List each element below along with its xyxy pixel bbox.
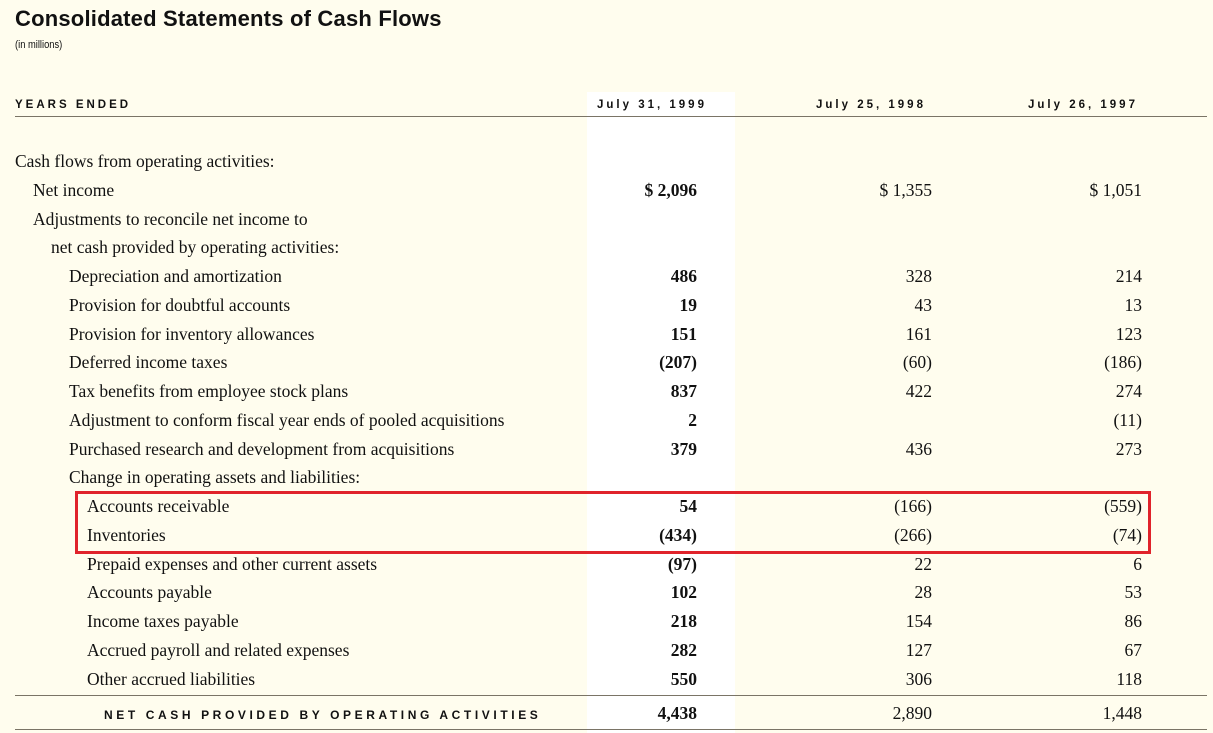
row-value-1998: 328 xyxy=(905,266,932,286)
column-header-1997: July 26, 1997 xyxy=(1028,99,1138,111)
row-value-1998: (266) xyxy=(894,524,932,545)
table-row: net cash provided by operating activitie… xyxy=(0,234,1213,262)
table-row: Net income $ 2,096 $ 1,355 $ 1,051 xyxy=(0,177,1213,205)
row-label: Income taxes payable xyxy=(87,611,239,631)
row-value-1997: 123 xyxy=(1115,323,1142,344)
row-value-1999: (97) xyxy=(667,553,697,574)
row-value-1997: 6 xyxy=(1133,553,1142,574)
row-value-1997: 274 xyxy=(1115,381,1142,401)
table-row: Accrued payroll and related expenses 282 1… xyxy=(0,637,1213,665)
table-row: Provision for doubtful accounts 19 43 13 xyxy=(0,292,1213,320)
row-value-1999: 19 xyxy=(679,294,698,315)
units-note: (in millions) xyxy=(15,39,63,51)
row-value-1999: 282 xyxy=(670,639,697,660)
total-label: NET CASH PROVIDED BY OPERATING ACTIVITIE… xyxy=(104,708,542,722)
row-value-1997: (186) xyxy=(1104,352,1142,373)
row-label: Purchased research and development from … xyxy=(69,438,455,459)
row-value-1998: (60) xyxy=(902,352,932,373)
row-label: Depreciation and amortization xyxy=(69,266,282,286)
row-value-1998: 28 xyxy=(914,582,933,603)
row-value-1999: 102 xyxy=(670,582,697,603)
row-label: net cash provided by operating activitie… xyxy=(51,237,340,258)
total-value-1998: 2,890 xyxy=(892,703,932,723)
row-value-1997: 214 xyxy=(1115,266,1142,286)
row-value-1997: (74) xyxy=(1112,524,1142,545)
row-value-1998: $ 1,355 xyxy=(879,179,933,200)
row-value-1999: 486 xyxy=(670,266,697,286)
row-value-1997: $ 1,051 xyxy=(1089,179,1143,200)
total-value-1999: 4,438 xyxy=(657,703,697,723)
table-row: Prepaid expenses and other current asset… xyxy=(0,551,1213,579)
table-row: Other accrued liabilities 550 306 118 xyxy=(0,666,1213,694)
table-row: Accounts receivable 54 (166) (559) xyxy=(0,493,1213,521)
row-value-1998: 22 xyxy=(914,553,933,574)
row-label: Adjustment to conform fiscal year ends o… xyxy=(69,409,505,430)
current-year-column-highlight xyxy=(587,92,735,733)
total-value-1997: 1,448 xyxy=(1102,703,1142,723)
column-header-1999: July 31, 1999 xyxy=(597,99,707,111)
row-label: Change in operating assets and liabiliti… xyxy=(69,467,361,488)
row-value-1999: 837 xyxy=(670,381,697,401)
row-label: Deferred income taxes xyxy=(69,352,228,373)
row-value-1998: 127 xyxy=(905,639,932,660)
row-value-1998: 436 xyxy=(905,438,932,459)
row-value-1999: 379 xyxy=(670,438,697,459)
table-row: Tax benefits from employee stock plans 83… xyxy=(0,378,1213,406)
row-value-1997: 86 xyxy=(1124,611,1143,631)
total-row: NET CASH PROVIDED BY OPERATING ACTIVITIE… xyxy=(0,700,1213,728)
row-value-1999: 550 xyxy=(670,668,697,689)
page-title: Consolidated Statements of Cash Flows xyxy=(15,6,442,31)
row-label: Other accrued liabilities xyxy=(87,668,256,689)
row-value-1998: 422 xyxy=(905,381,932,401)
table-row: Depreciation and amortization 486 328 214 xyxy=(0,263,1213,291)
row-value-1997: 67 xyxy=(1124,639,1143,660)
header-rule xyxy=(15,116,1207,117)
row-label: Accounts payable xyxy=(87,582,212,603)
row-label: Tax benefits from employee stock plans xyxy=(69,381,349,401)
row-value-1998: 154 xyxy=(905,611,932,631)
row-value-1999: 54 xyxy=(679,496,698,516)
row-value-1998: 43 xyxy=(914,294,933,315)
years-ended-header: YEARS ENDED xyxy=(15,99,132,111)
table-row: Purchased research and development from … xyxy=(0,436,1213,464)
row-value-1998: 306 xyxy=(905,668,932,689)
total-bottom-rule xyxy=(15,729,1207,730)
table-row: Adjustment to conform fiscal year ends o… xyxy=(0,407,1213,435)
table-row: Deferred income taxes (207) (60) (186) xyxy=(0,349,1213,377)
row-label: Adjustments to reconcile net income to xyxy=(33,208,308,229)
row-value-1997: 13 xyxy=(1124,294,1143,315)
row-label: Accrued payroll and related expenses xyxy=(87,639,350,660)
row-value-1997: 273 xyxy=(1115,438,1142,459)
highlight-box xyxy=(75,491,1151,554)
row-label: Provision for doubtful accounts xyxy=(69,294,291,315)
table-row: Income taxes payable 218 154 86 xyxy=(0,608,1213,636)
row-label: Prepaid expenses and other current asset… xyxy=(87,553,378,574)
row-label: Inventories xyxy=(87,524,166,545)
table-row: Cash flows from operating activities: xyxy=(0,148,1213,176)
row-value-1997: 118 xyxy=(1116,668,1142,689)
row-value-1998: (166) xyxy=(894,496,932,516)
column-header-1998: July 25, 1998 xyxy=(816,99,926,111)
row-value-1997: 53 xyxy=(1124,582,1143,603)
row-value-1999: (207) xyxy=(659,352,697,373)
table-row: Adjustments to reconcile net income to xyxy=(0,206,1213,234)
table-row: Provision for inventory allowances 151 161… xyxy=(0,321,1213,349)
table-row: Change in operating assets and liabiliti… xyxy=(0,464,1213,492)
row-value-1999: (434) xyxy=(659,524,697,545)
row-value-1999: 2 xyxy=(688,409,697,430)
row-value-1999: $ 2,096 xyxy=(644,179,698,200)
row-value-1997: (559) xyxy=(1104,496,1142,516)
table-row: Accounts payable 102 28 53 xyxy=(0,579,1213,607)
row-label: Accounts receivable xyxy=(87,496,230,516)
row-value-1998: 161 xyxy=(905,323,932,344)
row-label: Net income xyxy=(33,179,115,200)
row-label: Cash flows from operating activities: xyxy=(15,151,275,171)
row-value-1999: 218 xyxy=(670,611,697,631)
row-value-1999: 151 xyxy=(670,323,697,344)
total-top-rule xyxy=(15,695,1207,696)
table-row: Inventories (434) (266) (74) xyxy=(0,522,1213,550)
row-value-1997: (11) xyxy=(1113,409,1142,430)
row-label: Provision for inventory allowances xyxy=(69,323,315,344)
